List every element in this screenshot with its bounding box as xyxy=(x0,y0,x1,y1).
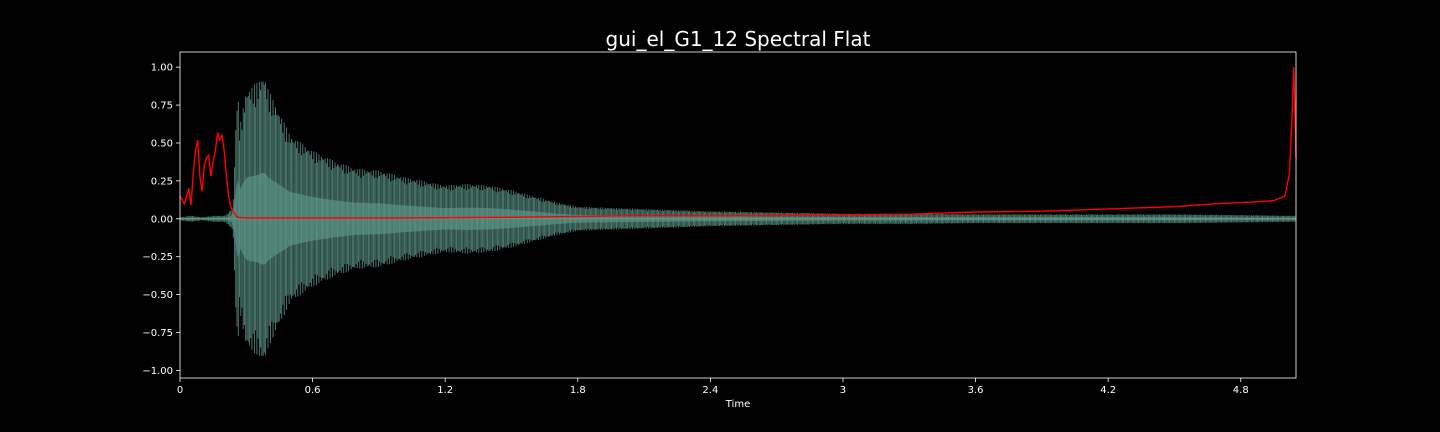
x-axis-label: Time xyxy=(725,399,750,410)
y-tick-label: 0.50 xyxy=(151,138,173,149)
x-tick-label: 4.8 xyxy=(1233,385,1249,396)
x-tick-label: 0.6 xyxy=(305,385,321,396)
chart-title: gui_el_G1_12 Spectral Flat xyxy=(606,27,871,51)
x-tick-label: 1.8 xyxy=(570,385,586,396)
axes-frame xyxy=(179,51,1297,379)
x-tick-label: 2.4 xyxy=(702,385,718,396)
y-axis: 1.00 0.75 0.50 0.25 0.00 −0.25 −0.50 −0.75 −1.00 xyxy=(142,63,180,377)
y-tick-label: 1.00 xyxy=(151,63,173,74)
x-tick-label: 1.2 xyxy=(437,385,453,396)
x-tick-label: 3 xyxy=(840,385,846,396)
x-tick-label: 4.2 xyxy=(1100,385,1116,396)
y-tick-label: −1.00 xyxy=(142,366,173,377)
x-axis: 0 0.6 1.2 1.8 2.4 3 3.6 4.2 4.8 xyxy=(177,378,1249,396)
x-tick-label: 0 xyxy=(177,385,183,396)
x-tick-label: 3.6 xyxy=(968,385,984,396)
y-tick-label: 0.00 xyxy=(151,214,173,225)
y-tick-label: 0.75 xyxy=(151,101,173,112)
plot-area xyxy=(179,67,1297,356)
y-tick-label: −0.50 xyxy=(142,290,173,301)
spectral-flatness-line xyxy=(179,67,1297,219)
y-tick-label: 0.25 xyxy=(151,176,173,187)
y-tick-label: −0.75 xyxy=(142,328,173,339)
y-tick-label: −0.25 xyxy=(142,252,173,263)
